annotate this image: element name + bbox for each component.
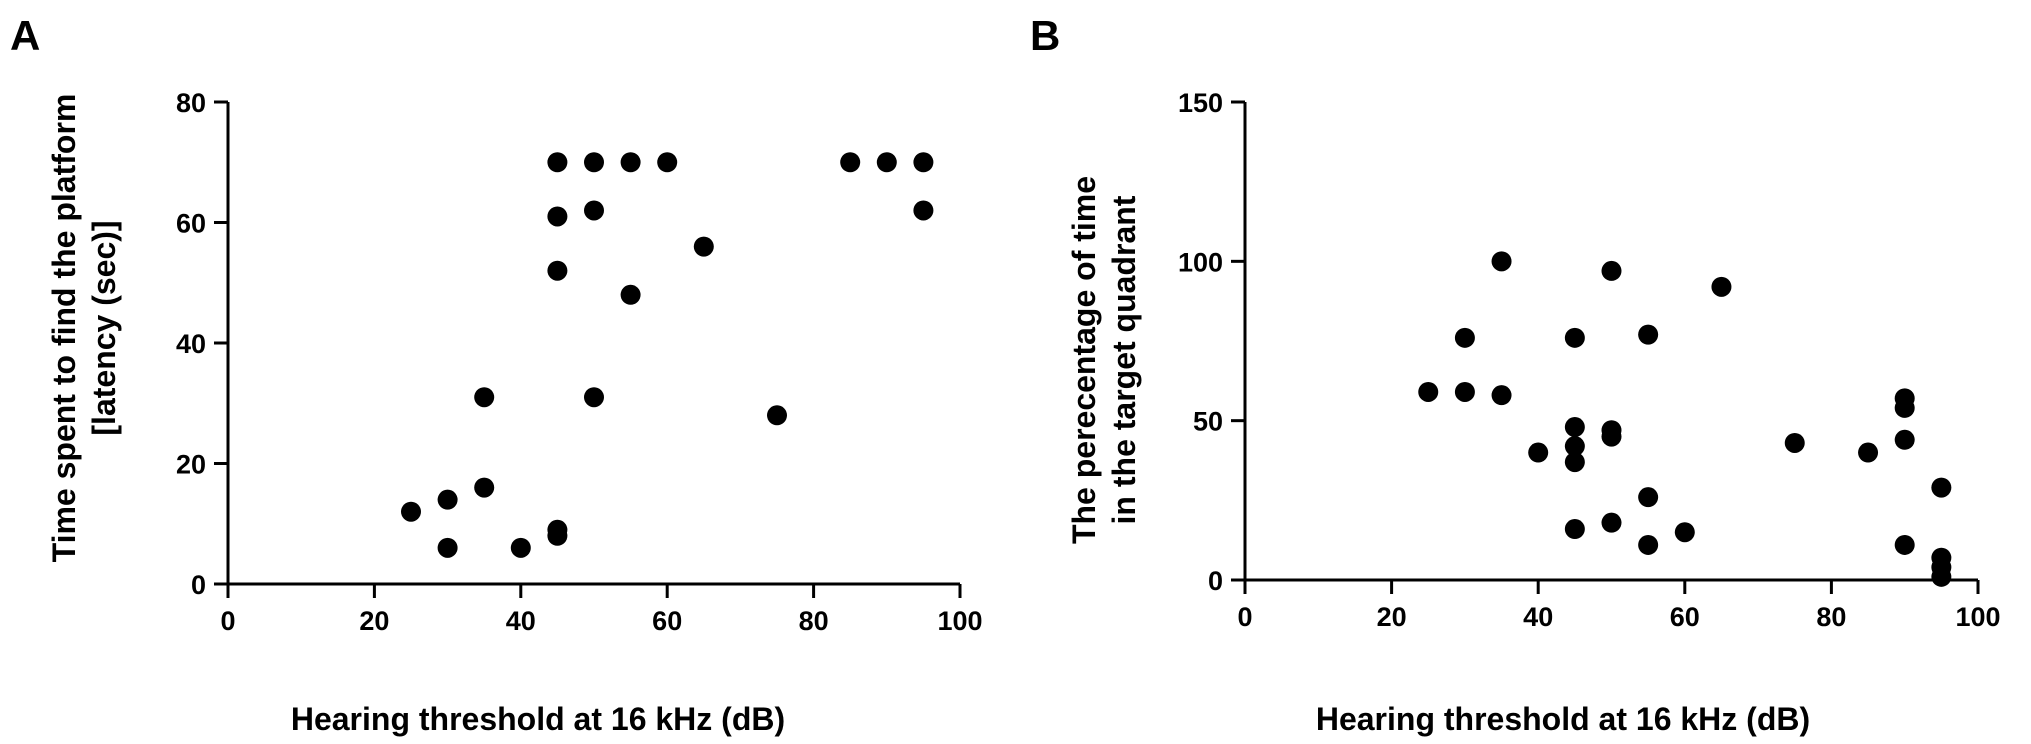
scatter-point-a [693,236,714,257]
y-tick-label-b: 0 [1208,566,1223,596]
scatter-point-b [1491,385,1512,406]
scatter-point-a [620,284,641,305]
scatter-point-b [1858,442,1879,463]
scatter-point-b [1454,327,1475,348]
x-tick-label-a: 60 [652,606,682,636]
panel-letter-b: B [1030,12,1060,59]
scatter-point-a [547,206,568,227]
panel-letter-a: A [10,12,40,59]
scatter-point-a [876,152,897,173]
scatter-point-b [1894,534,1915,555]
scatter-point-b [1711,276,1732,297]
scatter-point-a [437,489,458,510]
scatter-point-b [1564,436,1585,457]
scatter-point-a [767,405,787,426]
y-tick-label-b: 50 [1193,407,1223,437]
x-tick-label-a: 0 [220,606,235,636]
x-tick-label-a: 20 [359,606,389,636]
plot-area-b: 0 50 100 150 0 20 40 60 80 100 [1178,88,2001,632]
scatter-point-a [620,152,641,173]
x-axis-title-a: Hearing threshold at 16 kHz (dB) [291,701,785,737]
scatter-point-b [1564,417,1585,438]
y-tick-label-a: 0 [191,570,206,600]
x-tick-label-a: 80 [799,606,829,636]
scatter-point-b [1638,534,1659,555]
scatter-point-b [1601,512,1622,533]
scatter-point-a [840,152,861,173]
y-axis-title-line-1: Time spent to find the platform [46,94,82,563]
scatter-point-b [1418,381,1439,402]
x-tick-label-b: 0 [1237,602,1252,632]
scatter-point-b [1931,566,1952,587]
x-tick-label-a: 100 [937,606,982,636]
scatter-point-b [1528,442,1549,463]
scatter-point-a [474,477,495,498]
scatter-point-b [1638,324,1659,345]
scatter-point-a [510,537,531,558]
y-tick-label-b: 100 [1178,247,1223,277]
scatter-point-b [1564,327,1585,348]
scatter-point-a [584,200,604,221]
scatter-point-a [657,152,678,173]
scatter-point-a [547,260,568,281]
scatter-point-b [1638,487,1659,508]
scatter-point-b [1674,522,1695,543]
scatter-point-a [401,501,421,522]
y-tick-label-a: 40 [176,329,206,359]
scatter-point-b [1601,426,1622,447]
scatter-point-b [1894,397,1915,418]
y-axis-title-b: The perecentage of time in the target qu… [1066,176,1142,544]
x-tick-label-b: 100 [1955,602,2000,632]
y-tick-label-b: 150 [1178,88,1223,118]
scatter-point-a [437,537,458,558]
y-axis-title-line-2: [latency (sec)] [86,220,122,435]
plot-area-a: 0 20 40 60 80 0 20 40 60 80 100 [176,88,983,636]
scatter-point-b [1491,251,1512,272]
scatter-point-b [1894,429,1915,450]
x-tick-label-b: 40 [1523,602,1553,632]
x-tick-label-b: 80 [1816,602,1846,632]
scatter-point-a [474,387,495,408]
y-tick-label-a: 80 [176,88,206,118]
scatter-point-a [584,152,604,173]
scatter-point-a [547,525,568,546]
panel-a: A Time spent to find the platform [laten… [10,12,983,737]
x-tick-label-a: 40 [506,606,536,636]
y-axis-title-a: Time spent to find the platform [latency… [46,94,122,563]
scatter-point-a [547,152,568,173]
y-tick-label-a: 20 [176,450,206,480]
x-tick-label-b: 20 [1377,602,1407,632]
scatter-point-a [584,387,604,408]
scatter-point-b [1784,432,1805,453]
scatter-point-b [1931,477,1952,498]
y-axis-title-line-2: in the target quadrant [1106,195,1142,524]
scatter-point-a [913,152,934,173]
x-axis-title-b: Hearing threshold at 16 kHz (dB) [1316,701,1810,737]
y-tick-label-a: 60 [176,209,206,239]
scatter-point-b [1601,260,1622,281]
scatter-point-b [1454,381,1475,402]
panel-b: B The perecentage of time in the target … [1030,12,2001,737]
scatter-point-a [913,200,934,221]
x-tick-label-b: 60 [1670,602,1700,632]
scatter-point-b [1564,452,1585,473]
scatter-point-b [1564,519,1585,540]
y-axis-title-line-1: The perecentage of time [1066,176,1102,544]
